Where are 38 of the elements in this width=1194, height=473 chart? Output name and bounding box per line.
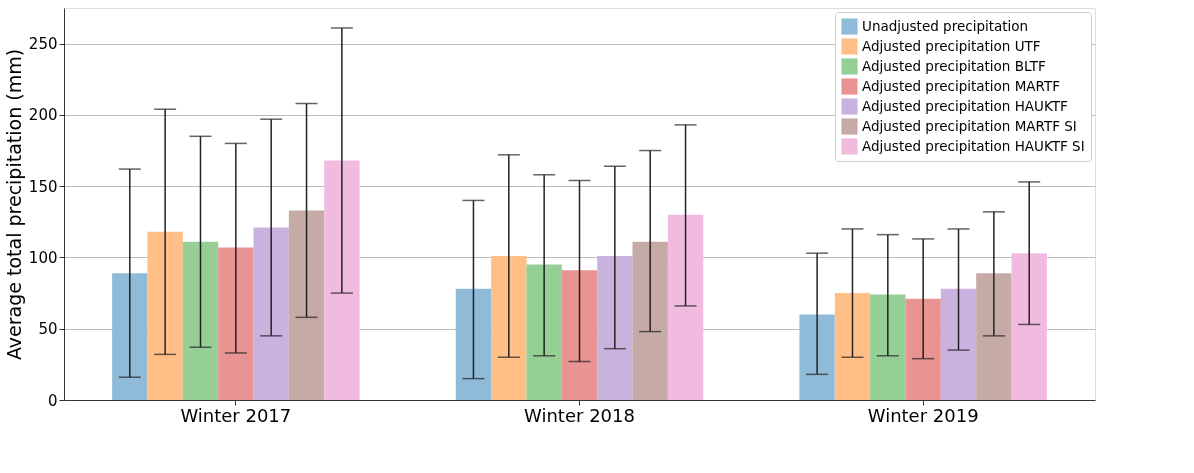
y-axis-title: Average total precipitation (mm) bbox=[2, 48, 25, 361]
legend-label: Adjusted precipitation MARTF SI bbox=[862, 117, 1077, 134]
bar bbox=[324, 160, 360, 400]
legend-label: Adjusted precipitation HAUKTF SI bbox=[862, 137, 1085, 154]
bar bbox=[597, 256, 633, 400]
y-tick-label: 200 bbox=[28, 106, 58, 125]
y-tick-label: 0 bbox=[47, 391, 58, 410]
y-tick-label: 100 bbox=[28, 248, 58, 267]
legend-label: Adjusted precipitation MARTF bbox=[862, 77, 1060, 94]
bar bbox=[667, 214, 704, 400]
legend-label: Unadjusted precipitation bbox=[862, 17, 1029, 34]
bar bbox=[561, 270, 598, 400]
y-tick-label: 250 bbox=[28, 35, 58, 54]
x-tick-label: Winter 2017 bbox=[180, 404, 292, 426]
bar bbox=[288, 210, 325, 400]
bar bbox=[253, 227, 289, 400]
bar bbox=[147, 231, 183, 400]
legend-label: Adjusted precipitation UTF bbox=[862, 37, 1041, 54]
bar bbox=[455, 288, 492, 400]
bar bbox=[870, 294, 906, 400]
legend-label: Adjusted precipitation HAUKTF bbox=[862, 97, 1068, 114]
bar bbox=[112, 273, 148, 400]
bar bbox=[218, 247, 254, 400]
bar bbox=[905, 298, 941, 400]
bar bbox=[491, 256, 527, 400]
bar bbox=[976, 273, 1012, 400]
x-tick-label: Winter 2018 bbox=[524, 404, 635, 426]
bar bbox=[526, 264, 562, 400]
legend-label: Adjusted precipitation BLTF bbox=[862, 57, 1046, 74]
y-tick-label: 150 bbox=[28, 177, 58, 196]
bar bbox=[834, 293, 871, 400]
bar bbox=[940, 288, 977, 400]
bar bbox=[799, 314, 835, 400]
bar bbox=[632, 241, 668, 400]
bar bbox=[182, 241, 219, 400]
y-tick-label: 50 bbox=[38, 320, 58, 339]
bar bbox=[1011, 253, 1047, 400]
x-tick-label: Winter 2019 bbox=[867, 404, 979, 426]
